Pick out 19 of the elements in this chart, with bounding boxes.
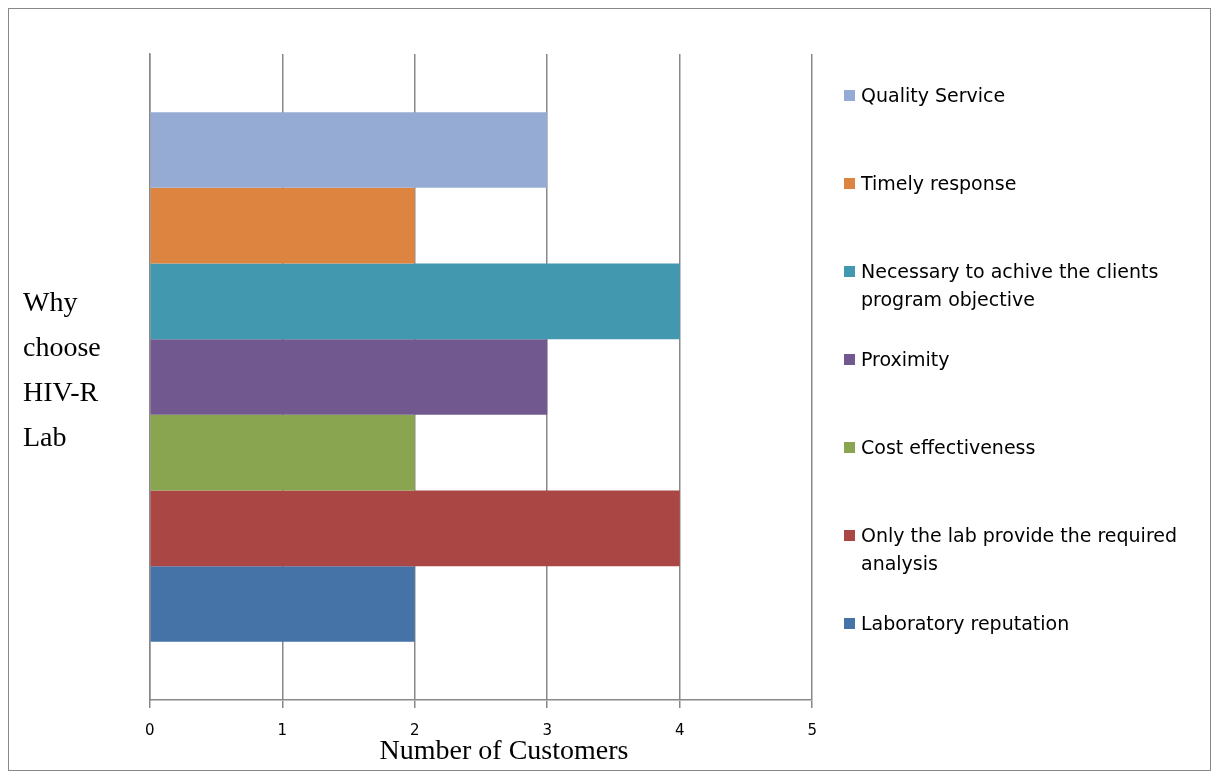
x-tick-label: 0: [145, 720, 155, 739]
bar: [150, 187, 415, 264]
legend-label: Laboratory reputation: [861, 611, 1070, 636]
legend-label: Necessary to achive the clients program objective: [861, 259, 1160, 312]
y-axis-title: Why choose HIV-R Lab: [23, 285, 102, 454]
bar: [150, 490, 680, 567]
legend-label: Quality Service: [861, 83, 1006, 108]
legend-label: Cost effectiveness: [861, 435, 1036, 460]
bar: [150, 112, 548, 188]
legend-label: Proximity: [861, 347, 950, 372]
bar: [150, 339, 548, 415]
legend-label: Only the lab provide the required analysis: [861, 523, 1179, 576]
bar: [150, 414, 415, 491]
bar: [150, 263, 680, 340]
legend-label: Timely response: [861, 171, 1017, 196]
x-tick-label: 5: [807, 720, 817, 739]
bar: [150, 566, 415, 642]
x-tick-label: 4: [674, 720, 685, 739]
x-tick-label: 1: [277, 720, 288, 739]
